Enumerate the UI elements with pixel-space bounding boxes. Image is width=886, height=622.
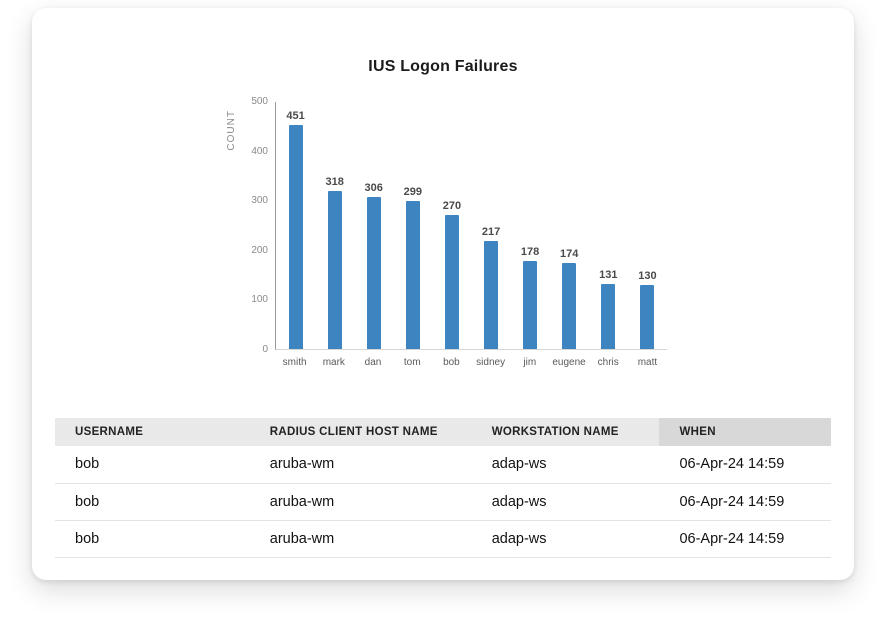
table-cell: aruba-wm [269, 530, 335, 547]
bar-value-label: 131 [599, 269, 618, 281]
bar-value-label: 451 [286, 110, 305, 122]
table-cell: adap-ws [491, 530, 547, 547]
table-cell: bob [75, 530, 100, 547]
bar-value-label: 306 [364, 182, 383, 194]
table-cell: adap-ws [491, 493, 547, 510]
chart-title: IUS Logon Failures [368, 58, 518, 75]
table-cell: 06-Apr-24 14:59 [679, 456, 785, 473]
bar-chart: COUNT 0 100 200 300 400 500 451 318 306 299 270 21… [219, 97, 667, 376]
logon-failures-table: USERNAME RADIUS CLIENT HOST NAME WORKSTATI… [55, 418, 831, 558]
bar-group-mark: 318 [315, 176, 354, 349]
column-header-radius-client-host-name[interactable]: RADIUS CLIENT HOST NAME [249, 418, 472, 446]
x-tick-label-jim: jim [523, 357, 537, 368]
table-row: bob aruba-wm adap-ws 06-Apr-24 14:59 [55, 483, 831, 520]
column-header-username[interactable]: USERNAME [55, 418, 250, 446]
table-row: bob aruba-wm adap-ws 06-Apr-24 14:59 [55, 446, 831, 483]
x-tick-label-eugene: eugene [552, 357, 586, 368]
x-axis-labels: smith mark dan tom bob sidney jim eugene chris ma… [275, 350, 667, 376]
bar-value-label: 299 [403, 186, 422, 198]
column-header-when[interactable]: WHEN [659, 418, 831, 446]
y-axis: 0 100 200 300 400 500 [239, 97, 275, 355]
x-tick-label-bob: bob [443, 357, 460, 368]
plot-area: 451 318 306 299 270 217 178 174 131 130 [275, 102, 667, 350]
x-tick-label-dan: dan [364, 357, 382, 368]
table-cell: 06-Apr-24 14:59 [679, 530, 785, 547]
table-cell: bob [75, 456, 100, 473]
bar-group-bob: 270 [432, 200, 471, 349]
bar-bob[interactable] [444, 215, 459, 349]
bar-group-chris: 131 [589, 269, 628, 349]
bar-group-tom: 299 [393, 186, 432, 349]
bar-value-label: 270 [442, 200, 462, 212]
y-axis-title-column: COUNT [219, 102, 239, 350]
bar-chris[interactable] [601, 284, 616, 349]
x-tick-label-tom: tom [403, 357, 421, 368]
bar-value-label: 130 [638, 270, 657, 282]
bar-group-sidney: 217 [471, 226, 510, 349]
table-row: bob aruba-wm adap-ws 06-Apr-24 14:59 [55, 520, 831, 557]
bar-jim[interactable] [523, 261, 538, 349]
bar-group-smith: 451 [276, 110, 315, 349]
bar-value-label: 217 [481, 226, 501, 238]
y-tick-label: 200 [251, 244, 268, 256]
bar-group-eugene: 174 [550, 248, 589, 349]
bar-sidney[interactable] [484, 241, 499, 349]
x-tick-label-smith: smith [282, 357, 307, 368]
bar-matt[interactable] [640, 285, 655, 349]
bar-value-label: 174 [560, 248, 579, 260]
column-header-workstation-name[interactable]: WORKSTATION NAME [471, 418, 660, 446]
x-tick-label-matt: matt [637, 357, 658, 368]
bar-mark[interactable] [327, 191, 342, 349]
x-tick-label-chris: chris [597, 357, 619, 368]
y-tick-label: 0 [262, 344, 268, 355]
x-tick-label-sidney: sidney [476, 357, 506, 368]
bar-value-label: 178 [520, 246, 540, 258]
table-cell: aruba-wm [269, 456, 335, 473]
bar-group-dan: 306 [354, 182, 393, 349]
bar-smith[interactable] [288, 125, 303, 349]
bar-tom[interactable] [405, 201, 420, 349]
bar-group-matt: 130 [628, 270, 667, 349]
bar-group-jim: 178 [511, 246, 550, 349]
table-cell: aruba-wm [269, 493, 335, 510]
y-tick-label: 300 [251, 195, 268, 207]
bar-dan[interactable] [366, 197, 381, 349]
bar-eugene[interactable] [562, 263, 577, 349]
table-cell: bob [75, 493, 100, 510]
x-tick-label-mark: mark [322, 357, 345, 368]
y-axis-title: COUNT [226, 110, 237, 151]
y-tick-label: 500 [251, 96, 268, 107]
table-cell: 06-Apr-24 14:59 [679, 493, 785, 510]
table-header-row: USERNAME RADIUS CLIENT HOST NAME WORKSTATI… [55, 418, 831, 446]
bar-value-label: 318 [325, 176, 344, 188]
table-cell: adap-ws [491, 456, 547, 473]
report-card: IUS Logon Failures COUNT 0 100 200 300 400 50… [32, 8, 854, 580]
y-tick-label: 100 [251, 294, 268, 306]
y-tick-label: 400 [251, 145, 268, 157]
table-header: USERNAME RADIUS CLIENT HOST NAME WORKSTATI… [55, 418, 831, 446]
table-body: bob aruba-wm adap-ws 06-Apr-24 14:59 bob arub… [55, 446, 831, 557]
